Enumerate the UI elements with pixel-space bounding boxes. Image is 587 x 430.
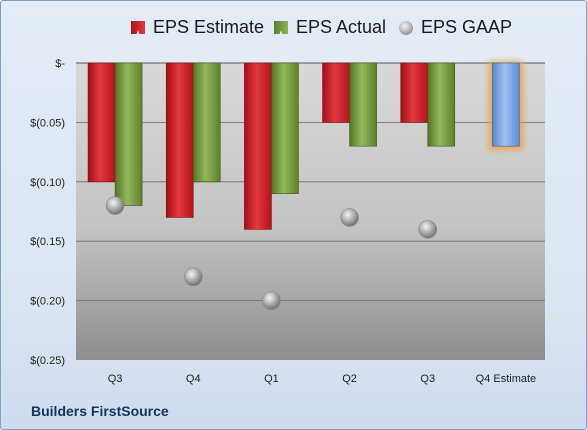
- point-eps-gaap: [262, 291, 281, 310]
- x-tick-label: Q2: [342, 373, 357, 385]
- point-eps-gaap: [105, 196, 125, 215]
- y-tick-label: $-: [55, 58, 65, 70]
- bar-q4-estimate: [492, 62, 520, 147]
- bar-eps-actual: [349, 62, 377, 147]
- y-tick-label: $(0.15): [30, 236, 65, 248]
- x-tick-label: Q1: [264, 373, 279, 385]
- legend-item-eps-gaap: EPS GAAP: [399, 17, 512, 38]
- company-name: Builders FirstSource: [31, 403, 169, 419]
- legend: EPS Estimate EPS Actual EPS GAAP: [1, 17, 586, 43]
- plot-area: [76, 63, 545, 360]
- bar-eps-actual: [427, 62, 456, 147]
- legend-swatch-estimate: [131, 21, 145, 34]
- bar-eps-actual: [271, 62, 299, 194]
- y-tick-label: $(0.10): [30, 177, 65, 189]
- legend-item-eps-actual: EPS Actual: [274, 17, 386, 38]
- point-eps-gaap: [340, 208, 359, 227]
- bar-eps-actual: [192, 62, 221, 183]
- x-tick-label: Q4 Estimate: [476, 373, 537, 385]
- x-tick-label: Q3: [108, 373, 123, 385]
- legend-swatch-gaap: [399, 20, 413, 35]
- y-tick-label: $(0.25): [30, 355, 65, 367]
- legend-label-actual: EPS Actual: [296, 17, 387, 37]
- x-tick-label: Q3: [420, 373, 435, 385]
- legend-item-eps-estimate: EPS Estimate: [131, 17, 264, 38]
- bar-eps-actual: [114, 62, 143, 206]
- y-tick-label: $(0.05): [30, 117, 65, 129]
- bar-eps-estimate: [244, 62, 272, 230]
- legend-swatch-actual: [274, 21, 288, 34]
- chart-svg: $- $(0.05) $(0.10) $(0.15) $(0.20) $(0.25) Q3 Q…: [30, 58, 545, 385]
- bar-eps-estimate: [400, 62, 429, 123]
- legend-label-gaap: EPS GAAP: [421, 17, 513, 37]
- point-eps-gaap: [418, 220, 437, 239]
- bar-eps-estimate: [87, 62, 116, 183]
- point-eps-gaap: [184, 267, 203, 287]
- bar-eps-estimate: [322, 62, 350, 123]
- bar-eps-estimate: [165, 62, 194, 218]
- legend-label-estimate: EPS Estimate: [153, 17, 265, 37]
- y-tick-label: $(0.20): [30, 296, 65, 308]
- x-tick-label: Q4: [186, 373, 201, 385]
